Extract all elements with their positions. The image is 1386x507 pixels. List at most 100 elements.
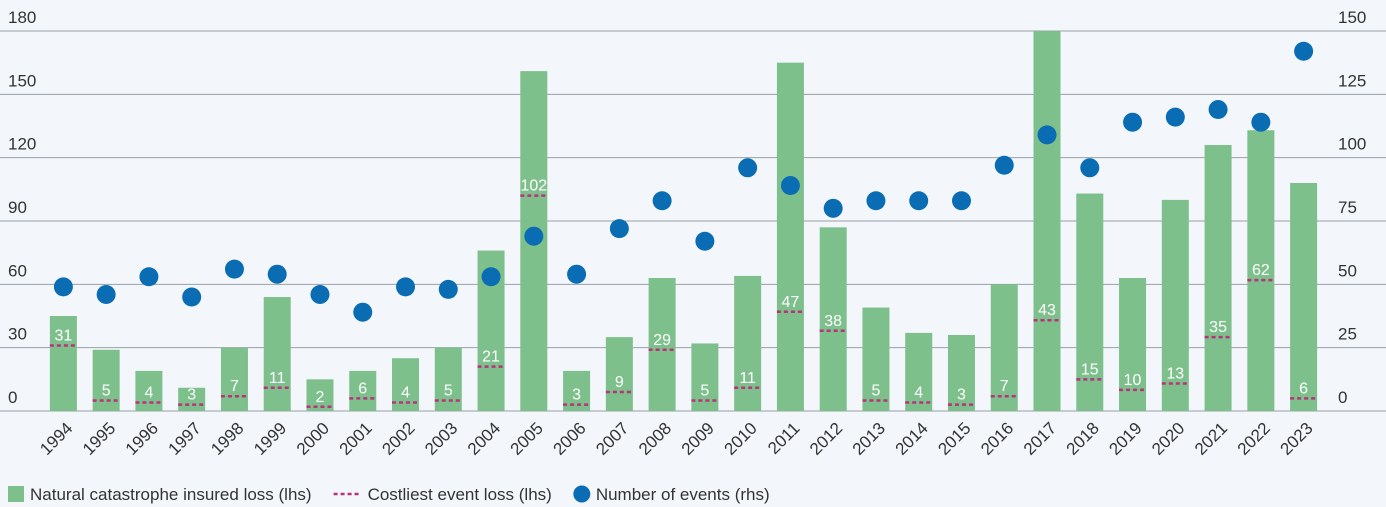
x-tick-label: 2017 [1020,419,1060,459]
event-dot [609,219,629,239]
bar [1204,145,1232,411]
event-dot [481,267,501,287]
event-dot [652,191,672,211]
y2-tick-label: 150 [1338,8,1366,27]
value-label: 21 [482,349,500,366]
event-dot [438,279,458,299]
bar [1161,199,1189,411]
y-tick-label: 30 [8,325,27,344]
value-label: 38 [824,313,842,330]
bar [648,278,676,411]
event-dot [1251,112,1271,132]
x-tick-label: 2005 [507,419,547,459]
event-dot [1208,100,1228,120]
event-dot [396,277,416,297]
event-dot [1294,41,1314,61]
x-tick-label: 2002 [378,419,418,459]
x-tick-label: 1999 [250,419,290,459]
event-dot [738,158,758,178]
event-dot [310,284,330,304]
bar [1290,183,1318,411]
y2-tick-label: 100 [1338,135,1366,154]
bar [49,316,77,411]
x-tick-label: 2016 [977,419,1017,459]
legend-label: Number of events (rhs) [596,485,770,504]
event-dot [1037,125,1057,145]
value-label: 2 [316,389,325,406]
event-dot [182,287,202,307]
bar [220,347,248,411]
event-dot [780,176,800,196]
value-label: 102 [520,178,547,195]
y2-tick-label: 75 [1338,198,1357,217]
x-tick-label: 2011 [764,419,803,458]
x-tick-label: 2009 [678,419,718,459]
x-tick-label: 2012 [806,419,846,459]
legend-swatch [573,485,591,503]
x-tick-label: 2015 [934,419,974,459]
legend-label: Costliest event loss (lhs) [368,485,552,504]
bar [776,62,804,412]
x-tick-label: 2000 [293,419,333,459]
event-dot [1165,107,1185,127]
event-dot [224,259,244,279]
x-tick-label: 2023 [1277,419,1317,459]
value-label: 5 [871,382,880,399]
value-label: 6 [1299,380,1308,397]
x-tick-label: 2021 [1191,419,1231,459]
y-tick-label: 120 [8,135,36,154]
value-label: 43 [1038,302,1056,319]
x-tick-label: 2001 [336,419,376,459]
event-dot [96,284,116,304]
value-label: 31 [54,328,72,345]
event-dot [139,267,159,287]
bar [862,307,890,411]
x-tick-label: 2019 [1105,419,1145,459]
value-label: 35 [1209,319,1227,336]
value-label: 3 [572,387,581,404]
bar [349,370,377,411]
x-tick-label: 2020 [1148,419,1188,459]
x-tick-label: 1995 [79,419,119,459]
x-tick-label: 2007 [592,419,632,459]
y-tick-label: 180 [8,8,36,27]
bar [990,284,1018,411]
x-tick-label: 2003 [421,419,461,459]
bar [819,227,847,411]
event-dot [524,226,544,246]
event-dot [567,264,587,284]
x-tick-label: 2022 [1234,419,1274,459]
value-label: 62 [1252,262,1270,279]
value-label: 5 [700,382,709,399]
y-tick-label: 150 [8,71,36,90]
x-tick-label: 1998 [207,419,247,459]
value-label: 13 [1166,366,1184,383]
event-dot [994,155,1014,175]
event-dot [823,198,843,218]
bar [92,349,120,411]
x-tick-label: 1997 [165,419,205,459]
value-label: 4 [144,385,153,402]
value-label: 4 [914,385,923,402]
value-label: 10 [1124,372,1142,389]
bar [135,370,163,411]
value-label: 6 [358,380,367,397]
y2-tick-label: 50 [1338,261,1357,280]
y2-tick-label: 0 [1338,388,1347,407]
value-label: 7 [1000,378,1009,395]
y2-tick-label: 25 [1338,325,1357,344]
bar [605,337,633,411]
y-tick-label: 90 [8,198,27,217]
x-tick-label: 2014 [892,419,932,459]
x-tick-label: 2006 [549,419,589,459]
value-label: 11 [739,370,756,387]
bar [947,335,975,411]
bar [905,332,933,411]
x-tick-label: 2018 [1063,419,1103,459]
y-tick-label: 0 [8,388,17,407]
x-tick-label: 2008 [635,419,675,459]
event-dot [1123,112,1143,132]
bar [734,275,762,411]
event-dot [353,302,373,322]
